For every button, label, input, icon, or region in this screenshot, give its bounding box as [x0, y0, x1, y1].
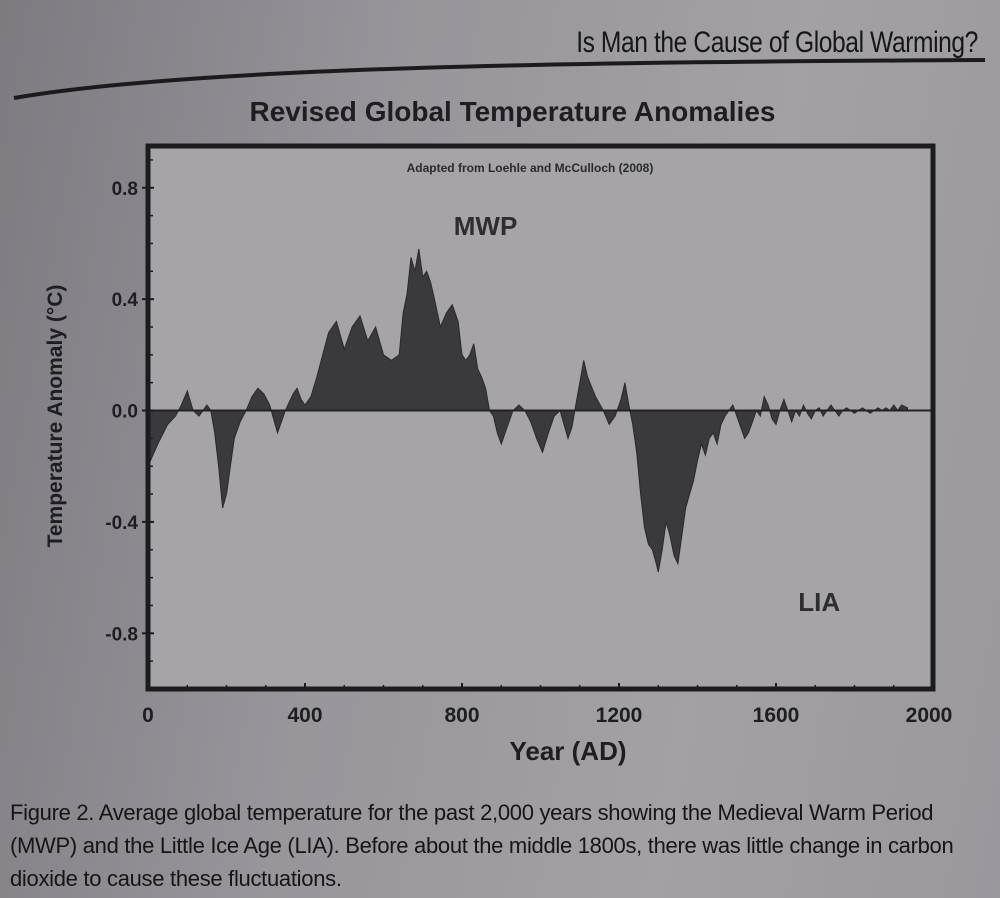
running-header: Is Man the Cause of Global Warming? — [576, 26, 978, 59]
annotation-mwp: MWP — [454, 211, 518, 241]
x-tick-label: 1200 — [596, 704, 643, 727]
y-tick-label: -0.4 — [105, 513, 138, 534]
x-tick-label: 400 — [287, 704, 322, 727]
x-tick-label: 2000 — [906, 704, 953, 727]
x-axis: 0 400 800 1200 1600 2000 — [142, 683, 952, 727]
x-tick-label: 0 — [142, 704, 154, 727]
chart-subtitle: Adapted from Loehle and McCulloch (2008) — [407, 161, 654, 175]
x-tick-label: 800 — [444, 704, 479, 727]
header-rule — [13, 58, 986, 100]
annotation-lia: LIA — [798, 587, 840, 617]
annotations: MWP LIA — [454, 211, 841, 617]
x-axis-label: Year (AD) — [509, 736, 626, 766]
chart-title: Revised Global Temperature Anomalies — [249, 96, 776, 127]
figure-caption: Figure 2. Average global temperature for… — [10, 800, 954, 891]
y-axis: 0.8 0.4 0.0 -0.4 -0.8 — [105, 159, 154, 662]
y-tick-label: 0.4 — [112, 290, 139, 311]
y-axis-label: Temperature Anomaly (°C) — [44, 285, 67, 548]
y-tick-label: 0.8 — [112, 179, 138, 200]
x-tick-label: 1600 — [753, 704, 800, 727]
y-tick-label: 0.0 — [112, 402, 138, 423]
y-tick-label: -0.8 — [105, 624, 138, 645]
